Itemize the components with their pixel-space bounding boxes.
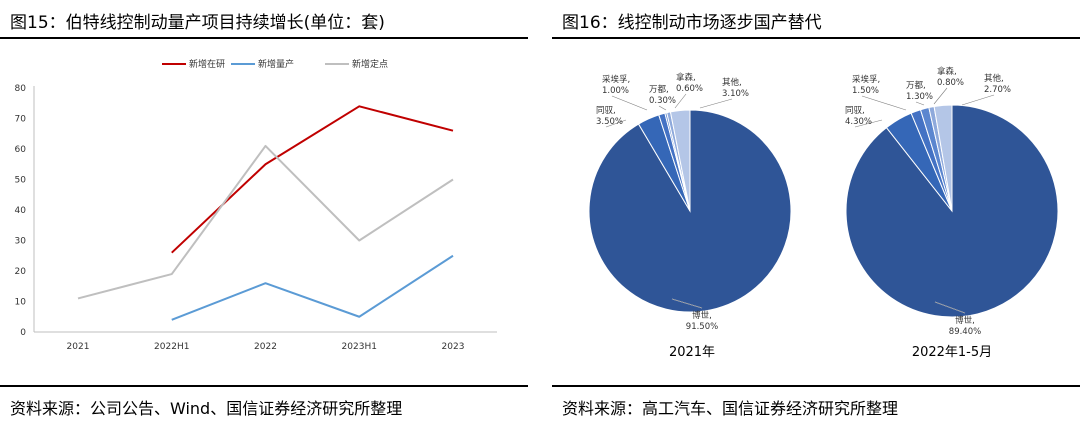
slice-name-label: 万都,	[906, 81, 926, 91]
top-rule	[0, 37, 528, 39]
slice-name-label: 博世,	[692, 310, 712, 321]
figure-15-panel: 图15：伯特线控制动量产项目持续增长(单位：套) 0 10 20 30 40 50 60 70…	[0, 0, 528, 427]
leader-line	[915, 101, 925, 106]
leader-line	[934, 301, 966, 314]
slice-value-label: 3.10%	[722, 89, 749, 99]
x-tick-label: 2022H1	[154, 342, 189, 352]
y-tick-label: 10	[15, 298, 27, 308]
y-tick-label: 40	[15, 206, 27, 216]
y-tick-label: 70	[15, 115, 27, 125]
slice-name-label: 其他,	[984, 73, 1004, 84]
y-tick-label: 80	[15, 84, 27, 94]
slice-name-label: 拿森,	[676, 72, 696, 83]
series-line-1	[171, 254, 454, 321]
leader-line	[674, 93, 687, 109]
slice-value-label: 91.50%	[686, 322, 718, 332]
slice-name-label: 万都,	[649, 85, 669, 95]
series-line-0	[171, 105, 454, 254]
slice-name-label: 采埃孚,	[852, 74, 880, 85]
slice-name-label: 其他,	[722, 77, 742, 88]
slice-value-label: 2.70%	[984, 85, 1011, 95]
figure-16-title: 图16：线控制动市场逐步国产替代	[562, 13, 822, 33]
y-tick-label: 0	[20, 328, 26, 338]
slice-value-label: 89.40%	[949, 327, 981, 337]
slice-name-label: 拿森,	[937, 66, 957, 77]
leader-line	[611, 95, 648, 111]
top-rule	[552, 37, 1080, 39]
legend-label: 新增量产	[258, 58, 294, 70]
series-line-2	[77, 144, 454, 300]
leader-line	[861, 95, 907, 111]
leader-line	[605, 119, 627, 128]
pie-charts: 博世,91.50%同驭,3.50%采埃孚,1.00% 万都,0.30%拿森,0.6…	[588, 66, 1059, 360]
slice-name-label: 同驭,	[596, 106, 616, 116]
figure-15-source: 资料来源：公司公告、Wind、国信证券经济研究所整理	[10, 399, 403, 418]
figure-15-title: 图15：伯特线控制动量产项目持续增长(单位：套)	[10, 13, 385, 33]
pie-caption: 2022年1-5月	[912, 345, 992, 360]
slice-value-label: 1.00%	[602, 86, 629, 96]
pie-slice	[933, 104, 953, 212]
x-tick-label: 2023H1	[342, 342, 377, 352]
y-tick-label: 60	[15, 145, 27, 155]
y-tick-label: 30	[15, 237, 27, 247]
line-chart: 0 10 20 30 40 50 60 70 80 2021 2022H1 2022 2023H1 202…	[15, 58, 497, 352]
figure-16-source: 资料来源：高工汽车、国信证券经济研究所整理	[562, 399, 899, 418]
legend-label: 新增定点	[352, 58, 388, 70]
figure-16-panel: 图16：线控制动市场逐步国产替代 博世, 91.50% 同驭, 3.50% 采埃孚, 1.…	[552, 0, 1080, 427]
leader-line	[699, 98, 733, 109]
slice-value-label: 0.80%	[937, 78, 964, 88]
bottom-rule	[552, 385, 1080, 387]
y-tick-label: 20	[15, 267, 27, 277]
pie-slice	[669, 109, 691, 212]
leader-line	[671, 298, 703, 309]
leader-line	[961, 94, 995, 106]
x-tick-label: 2023	[442, 342, 465, 352]
slice-value-label: 0.30%	[649, 96, 676, 106]
x-tick-label: 2021	[67, 342, 90, 352]
slice-name-label: 同驭,	[845, 106, 865, 116]
bottom-rule	[0, 385, 528, 387]
leader-line	[854, 119, 883, 128]
slice-value-label: 1.30%	[906, 92, 933, 102]
y-tick-label: 50	[15, 176, 27, 186]
legend-label: 新增在研	[189, 58, 225, 70]
slice-value-label: 3.50%	[596, 117, 623, 127]
slice-name-label: 采埃孚,	[602, 74, 630, 85]
slice-value-label: 0.60%	[676, 84, 703, 94]
slice-value-label: 4.30%	[845, 117, 872, 127]
leader-line	[658, 105, 667, 111]
x-tick-label: 2022	[254, 342, 277, 352]
slice-name-label: 博世,	[955, 315, 975, 326]
pie-caption: 2021年	[669, 345, 715, 360]
slice-value-label: 1.50%	[852, 86, 879, 96]
leader-line	[933, 87, 948, 105]
